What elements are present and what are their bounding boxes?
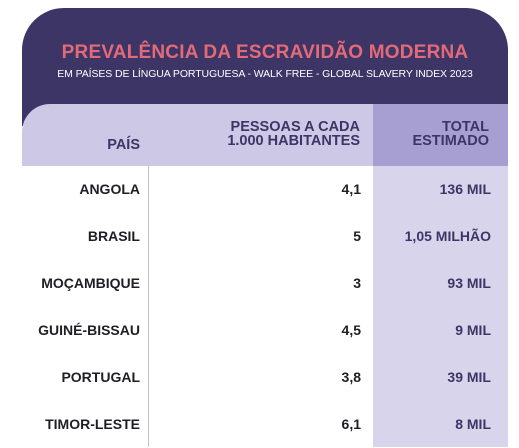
cell-pais: ANGOLA xyxy=(79,181,140,197)
cell-total: 39 MIL xyxy=(447,369,491,385)
header-bg-pais xyxy=(22,104,148,166)
table-row: TIMOR-LESTE 6,1 8 MIL xyxy=(22,401,508,448)
cell-pais: MOÇAMBIQUE xyxy=(41,275,140,291)
cell-total: 1,05 MILHÃO xyxy=(404,228,491,244)
cell-pais: GUINÉ-BISSAU xyxy=(38,322,140,338)
data-table: PAÍS PESSOAS A CADA 1.000 HABITANTES TOT… xyxy=(22,104,508,447)
column-divider xyxy=(148,166,149,447)
cell-pessoas: 4,5 xyxy=(341,322,361,338)
cell-pais: PORTUGAL xyxy=(61,369,140,385)
table-row: ANGOLA 4,1 136 MIL xyxy=(22,166,508,213)
chart-title: PREVALÊNCIA DA ESCRAVIDÃO MODERNA xyxy=(61,42,469,63)
column-header-pais: PAÍS xyxy=(107,137,140,153)
table-row: GUINÉ-BISSAU 4,5 9 MIL xyxy=(22,307,508,354)
cell-pessoas: 3,8 xyxy=(341,369,361,385)
header-bg-pessoas xyxy=(148,104,373,166)
cell-total: 136 MIL xyxy=(439,181,491,197)
column-header-total: TOTAL ESTIMADO xyxy=(412,119,489,149)
cell-pessoas: 4,1 xyxy=(341,181,361,197)
total-column-bg xyxy=(373,166,508,447)
table-row: BRASIL 5 1,05 MILHÃO xyxy=(22,213,508,260)
table-header: PAÍS PESSOAS A CADA 1.000 HABITANTES TOT… xyxy=(22,104,508,166)
cell-total: 9 MIL xyxy=(455,322,491,338)
column-header-pessoas: PESSOAS A CADA 1.000 HABITANTES xyxy=(227,119,360,149)
table-row: PORTUGAL 3,8 39 MIL xyxy=(22,354,508,401)
cell-pessoas: 6,1 xyxy=(341,416,361,432)
cell-pessoas: 3 xyxy=(353,275,361,291)
cell-pais: TIMOR-LESTE xyxy=(45,416,140,432)
chart-subtitle: EM PAÍSES DE LÍNGUA PORTUGUESA - WALK FR… xyxy=(57,68,473,80)
table-row: MOÇAMBIQUE 3 93 MIL xyxy=(22,260,508,307)
header-bg-total xyxy=(373,104,508,166)
cell-pais: BRASIL xyxy=(87,228,140,244)
cell-total: 8 MIL xyxy=(455,416,491,432)
cell-total: 93 MIL xyxy=(447,275,491,291)
cell-pessoas: 5 xyxy=(353,228,361,244)
